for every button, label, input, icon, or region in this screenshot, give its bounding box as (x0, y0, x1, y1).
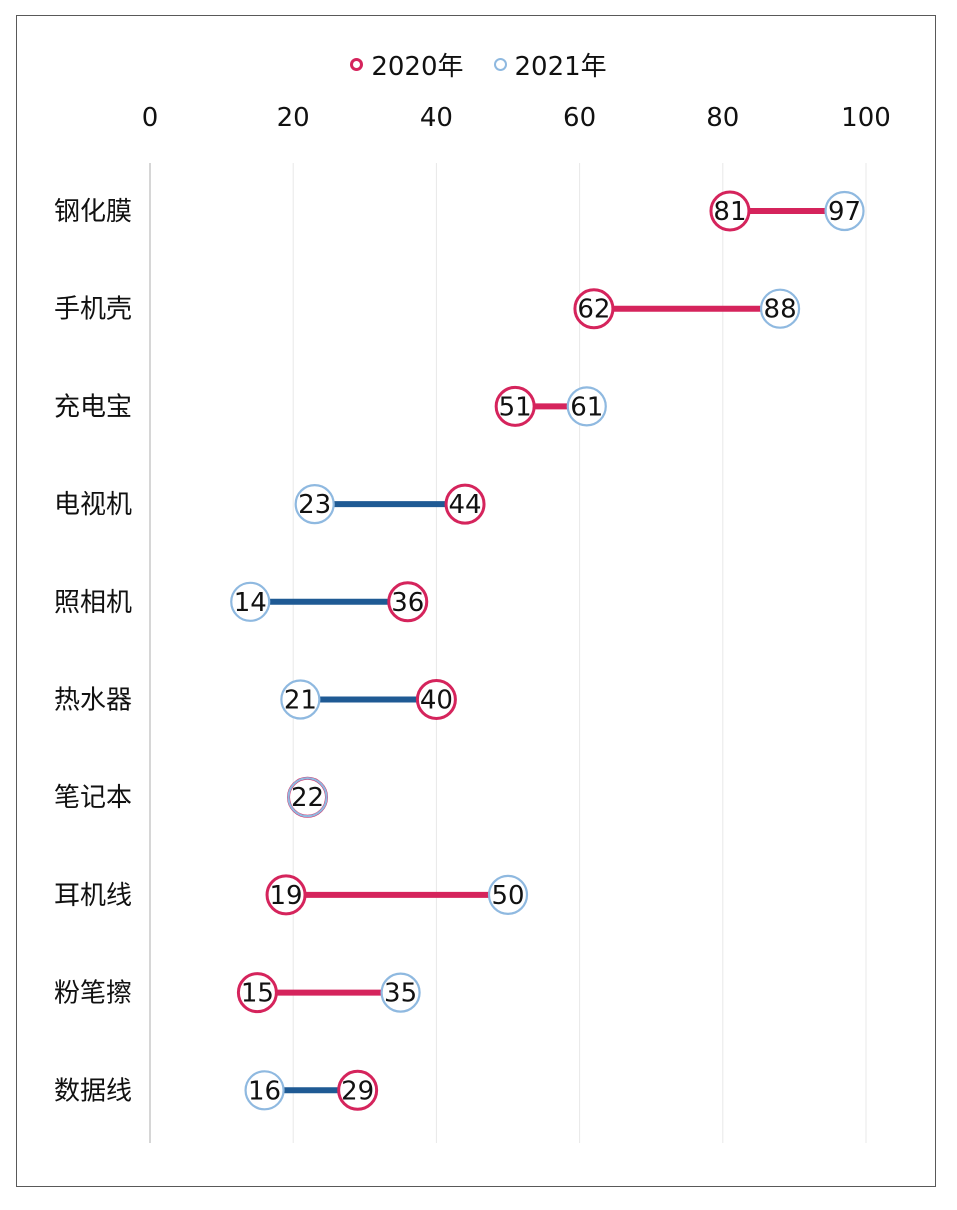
dot-2020-3 (444, 483, 486, 525)
x-tick-label-0: 0 (142, 103, 159, 133)
category-label-0: 钢化膜 (54, 197, 132, 227)
x-tick-label-60: 60 (563, 103, 596, 133)
dot-2020-7 (265, 874, 307, 916)
dot-2020-2 (494, 385, 536, 427)
legend: 2020年 2021年 (0, 46, 957, 83)
data-label-2020-1: 62 (577, 295, 610, 325)
data-label-2021-9: 16 (248, 1076, 281, 1106)
dot-2020-8 (236, 972, 278, 1014)
data-label-2020-0: 81 (713, 197, 746, 227)
category-label-1: 手机壳 (54, 295, 132, 325)
category-label-9: 数据线 (54, 1076, 132, 1106)
x-tick-label-80: 80 (706, 103, 739, 133)
data-label-2020-3: 44 (448, 490, 481, 520)
dot-2021-2 (566, 386, 607, 427)
dot-2021-5 (280, 679, 321, 720)
dot-2021-6 (287, 777, 328, 818)
x-tick-label-20: 20 (277, 103, 310, 133)
dot-2020-0 (709, 190, 751, 232)
dot-2021-3 (294, 484, 335, 525)
data-label-2020-7: 19 (269, 881, 302, 911)
dot-2021-7 (487, 874, 529, 916)
data-label-2020-8: 15 (241, 979, 274, 1009)
data-label-2021-7: 50 (491, 881, 524, 911)
data-label-2020-2: 51 (499, 392, 532, 422)
dot-2021-1 (759, 288, 801, 329)
data-label-2021-2: 61 (570, 392, 603, 422)
dot-2020-9 (337, 1069, 379, 1111)
data-label-2021-5: 21 (284, 686, 317, 716)
category-label-6: 笔记本 (54, 783, 132, 813)
legend-marker-2021 (493, 58, 507, 71)
dot-2021-9 (244, 1070, 285, 1111)
category-label-5: 热水器 (54, 686, 132, 716)
dot-2021-4 (230, 581, 271, 622)
data-label-2021-3: 23 (298, 490, 331, 520)
category-label-4: 照相机 (54, 588, 132, 618)
legend-item-2021: 2021年 (493, 46, 607, 83)
data-label-2021-0: 97 (828, 197, 861, 227)
legend-label-2021: 2021年 (514, 52, 607, 82)
legend-item-2020: 2020年 (350, 46, 464, 83)
data-label-2020-5: 40 (420, 686, 453, 716)
dot-2021-8 (380, 972, 421, 1013)
legend-marker-2020 (350, 58, 364, 71)
data-label-2020-4: 36 (391, 588, 424, 618)
data-label-2020-6: 22 (291, 783, 324, 813)
category-label-7: 耳机线 (54, 881, 132, 911)
x-tick-label-100: 100 (841, 103, 891, 133)
dot-2020-1 (573, 288, 615, 330)
dot-2021-0 (824, 190, 865, 232)
category-label-2: 充电宝 (54, 392, 132, 422)
dot-2020-4 (387, 581, 429, 623)
data-label-2021-8: 35 (384, 979, 417, 1009)
legend-label-2020: 2020年 (371, 52, 464, 82)
dot-2020-5 (415, 679, 457, 720)
category-label-3: 电视机 (54, 490, 132, 520)
x-tick-label-40: 40 (420, 103, 453, 133)
data-label-2021-1: 88 (764, 295, 797, 325)
data-label-2020-9: 29 (341, 1076, 374, 1106)
data-label-2021-4: 14 (234, 588, 267, 618)
category-label-8: 粉笔擦 (54, 979, 132, 1009)
